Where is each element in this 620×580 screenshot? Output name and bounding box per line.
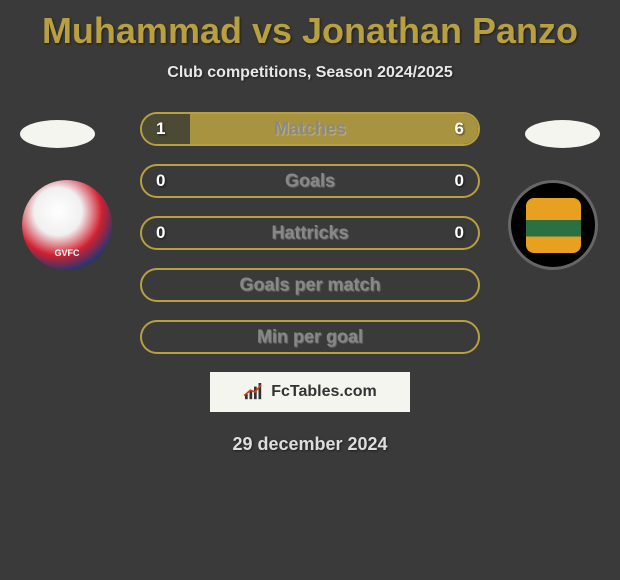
stat-label: Goals (285, 171, 335, 192)
team-badge-right (508, 180, 598, 270)
stat-pill: Goals per match (140, 268, 480, 302)
source-box: FcTables.com (210, 372, 410, 412)
stat-value-left: 0 (156, 223, 165, 243)
comparison-title: Muhammad vs Jonathan Panzo (0, 0, 620, 52)
stat-label: Min per goal (257, 327, 363, 348)
stat-row: Matches 1 6 (140, 112, 480, 146)
stat-fill-left (142, 114, 190, 144)
stat-pill: Min per goal (140, 320, 480, 354)
source-text: FcTables.com (271, 383, 377, 401)
stat-row: Min per goal (140, 320, 480, 354)
stat-label: Hattricks (271, 223, 348, 244)
player-left-card (20, 120, 95, 148)
stat-row: Hattricks 0 0 (140, 216, 480, 250)
stat-row: Goals 0 0 (140, 164, 480, 198)
player-right-card (525, 120, 600, 148)
stat-value-left: 0 (156, 171, 165, 191)
chart-icon (243, 383, 265, 401)
content-area: Matches 1 6 Goals 0 0 Hattricks 0 0 Goals per mat… (0, 112, 620, 455)
stat-value-right: 0 (455, 171, 464, 191)
team-badge-left (22, 180, 112, 270)
stat-value-left: 1 (156, 119, 165, 139)
comparison-subtitle: Club competitions, Season 2024/2025 (0, 64, 620, 82)
stat-pill: Goals 0 0 (140, 164, 480, 198)
stat-row: Goals per match (140, 268, 480, 302)
stats-container: Matches 1 6 Goals 0 0 Hattricks 0 0 Goals per mat… (140, 112, 480, 354)
stat-pill: Matches 1 6 (140, 112, 480, 146)
stat-pill: Hattricks 0 0 (140, 216, 480, 250)
stat-label: Matches (274, 119, 346, 140)
stat-value-right: 6 (455, 119, 464, 139)
report-date: 29 december 2024 (0, 434, 620, 455)
stat-label: Goals per match (239, 275, 380, 296)
stat-value-right: 0 (455, 223, 464, 243)
